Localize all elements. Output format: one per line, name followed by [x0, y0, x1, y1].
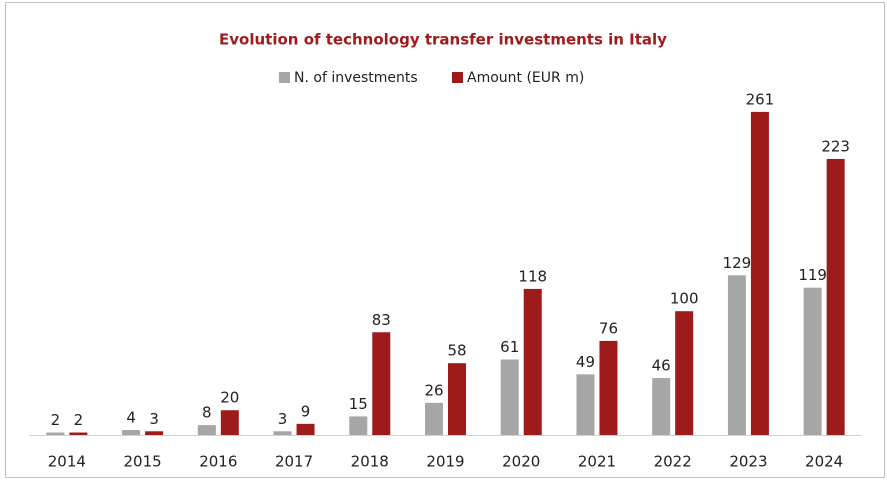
bar	[599, 340, 618, 435]
bar	[652, 378, 671, 435]
data-label: 3	[149, 410, 159, 428]
bar	[273, 431, 292, 435]
data-label: 3	[278, 410, 288, 428]
bar	[675, 311, 694, 435]
x-tick-label: 2023	[729, 453, 767, 471]
legend-swatch	[452, 72, 463, 83]
bar	[372, 332, 391, 435]
x-tick-label: 2021	[578, 453, 616, 471]
x-tick-label: 2017	[275, 453, 313, 471]
bar	[448, 363, 466, 435]
data-label: 9	[301, 402, 311, 420]
bar	[46, 432, 65, 435]
data-label: 49	[576, 353, 595, 371]
bar	[296, 423, 315, 435]
data-label: 76	[599, 319, 618, 337]
data-label: 2	[74, 411, 84, 429]
data-label: 58	[447, 342, 466, 360]
data-label: 129	[723, 254, 752, 272]
bar	[145, 431, 164, 435]
data-label: 223	[821, 137, 850, 155]
chart-title: Evolution of technology transfer investm…	[219, 31, 667, 49]
x-tick-label: 2015	[123, 453, 161, 471]
bar	[750, 111, 769, 436]
bar	[576, 374, 595, 435]
legend-swatch	[279, 72, 290, 83]
data-label: 100	[670, 290, 699, 308]
data-label: 8	[202, 404, 212, 422]
data-label: 119	[798, 266, 827, 284]
legend-label: Amount (EUR m)	[467, 70, 584, 86]
x-tick-label: 2022	[654, 453, 692, 471]
data-label: 118	[518, 267, 547, 285]
data-label: 20	[220, 389, 239, 407]
legend-label: N. of investments	[294, 70, 418, 86]
bar	[500, 359, 519, 435]
bar	[727, 275, 746, 435]
x-tick-label: 2024	[805, 453, 843, 471]
x-tick-label: 2016	[199, 453, 237, 471]
x-tick-label: 2014	[48, 453, 86, 471]
data-label: 261	[746, 90, 775, 108]
bar	[349, 416, 368, 435]
data-label: 46	[652, 357, 671, 375]
x-tick-label: 2019	[426, 453, 464, 471]
data-label: 26	[424, 381, 443, 399]
data-label: 61	[500, 338, 519, 356]
bar	[523, 288, 542, 435]
bar	[425, 402, 443, 435]
x-tick-label: 2018	[351, 453, 389, 471]
data-label: 83	[372, 311, 391, 329]
data-label: 4	[126, 409, 136, 427]
x-tick-label: 2020	[502, 453, 540, 471]
bar	[803, 287, 822, 435]
data-label: 15	[349, 395, 368, 413]
bar	[69, 432, 88, 435]
bar	[826, 158, 845, 435]
data-label: 2	[51, 411, 61, 429]
bar	[220, 410, 239, 435]
bar	[122, 430, 141, 435]
bar	[197, 425, 216, 435]
